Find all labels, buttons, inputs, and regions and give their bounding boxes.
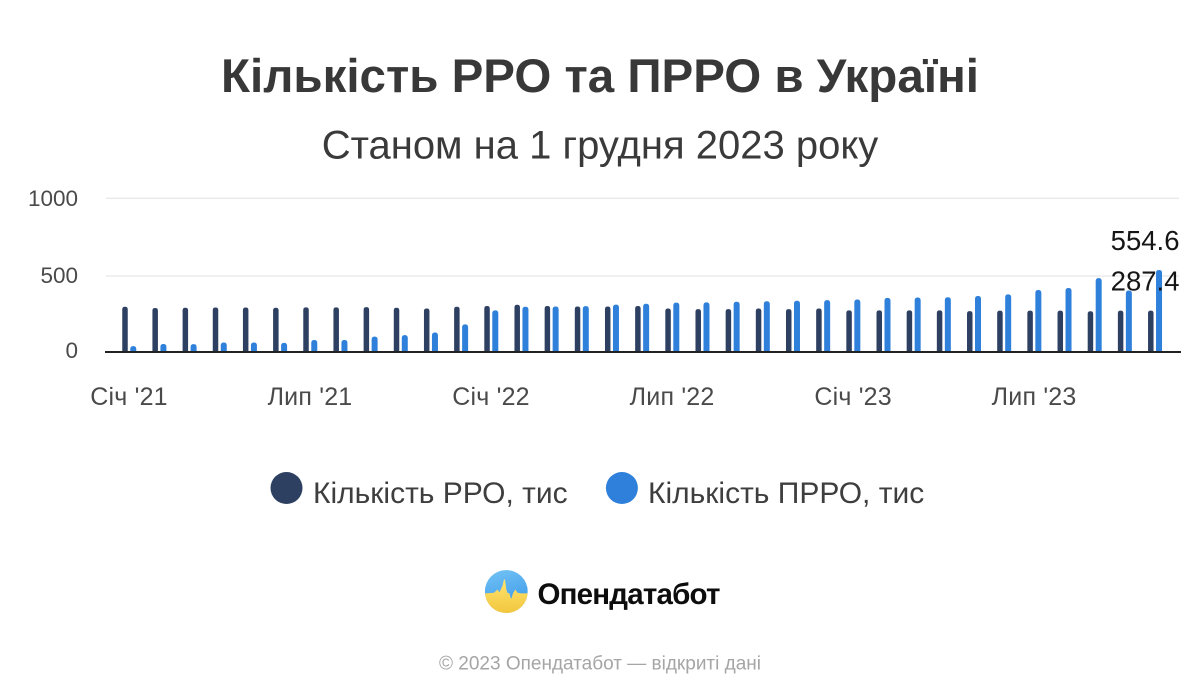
svg-text:1000: 1000 xyxy=(28,186,78,211)
svg-text:Січ '23: Січ '23 xyxy=(814,383,892,411)
svg-text:Кількість РРО та ПРРО в Україн: Кількість РРО та ПРРО в Україні xyxy=(221,50,979,103)
svg-text:Лип '21: Лип '21 xyxy=(268,383,353,411)
svg-text:Лип '23: Лип '23 xyxy=(992,383,1077,411)
svg-text:554.6: 554.6 xyxy=(1111,225,1180,256)
svg-text:Кількість РРО, тис: Кількість РРО, тис xyxy=(313,477,568,510)
svg-text:Лип '22: Лип '22 xyxy=(630,383,715,411)
svg-text:500: 500 xyxy=(40,263,78,288)
svg-text:0: 0 xyxy=(65,338,78,363)
svg-text:Опендатабот: Опендатабот xyxy=(538,578,720,611)
svg-text:287.4: 287.4 xyxy=(1111,266,1180,297)
svg-text:Станом на 1 грудня 2023 року: Станом на 1 грудня 2023 року xyxy=(322,124,879,168)
svg-text:© 2023 Опендатабот — відкриті: © 2023 Опендатабот — відкриті дані xyxy=(439,654,761,675)
svg-text:Січ '21: Січ '21 xyxy=(90,383,168,411)
svg-text:Січ '22: Січ '22 xyxy=(452,383,530,411)
svg-text:Кількість ПРРО, тис: Кількість ПРРО, тис xyxy=(648,477,924,510)
